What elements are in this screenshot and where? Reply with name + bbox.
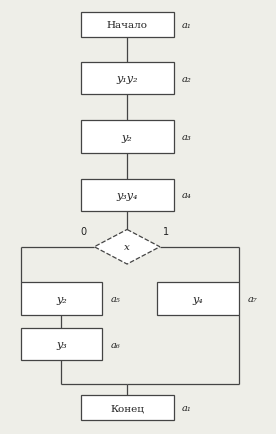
Text: x: x (124, 243, 130, 252)
Text: 0: 0 (80, 227, 86, 237)
Text: y₂: y₂ (56, 294, 67, 304)
Text: a₄: a₄ (182, 191, 192, 200)
Text: a₁: a₁ (182, 20, 192, 30)
Text: y₄: y₄ (193, 294, 203, 304)
Text: a₇: a₇ (247, 294, 257, 303)
Text: a₆: a₆ (111, 340, 120, 349)
Polygon shape (94, 230, 160, 264)
Text: y₃y₄: y₃y₄ (116, 191, 138, 201)
Text: 1: 1 (163, 227, 169, 237)
Text: a₃: a₃ (182, 133, 192, 142)
Text: y₁y₂: y₁y₂ (116, 74, 138, 84)
FancyBboxPatch shape (81, 63, 174, 95)
FancyBboxPatch shape (81, 13, 174, 38)
FancyBboxPatch shape (20, 283, 102, 315)
Text: y₃: y₃ (56, 339, 67, 349)
FancyBboxPatch shape (81, 395, 174, 420)
Text: a₁: a₁ (182, 403, 192, 412)
FancyBboxPatch shape (81, 121, 174, 153)
FancyBboxPatch shape (81, 179, 174, 212)
FancyBboxPatch shape (157, 283, 239, 315)
Text: Конец: Конец (110, 403, 144, 412)
Text: Начало: Начало (107, 20, 148, 30)
Text: a₂: a₂ (182, 75, 192, 83)
Text: a₅: a₅ (111, 294, 120, 303)
Text: y₂: y₂ (122, 132, 132, 142)
FancyBboxPatch shape (20, 328, 102, 360)
